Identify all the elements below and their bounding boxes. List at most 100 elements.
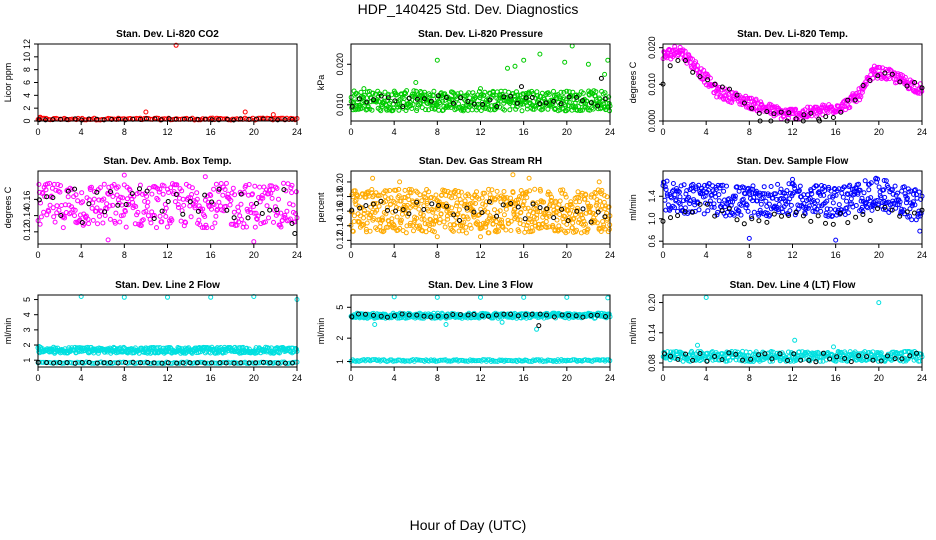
- data-point: [510, 172, 516, 178]
- data-point: [532, 186, 538, 192]
- data-point: [833, 192, 839, 198]
- data-point: [712, 213, 718, 219]
- data-point: [423, 107, 428, 113]
- data-point: [591, 194, 597, 200]
- data-point: [908, 188, 914, 194]
- data-point: [368, 204, 374, 210]
- data-point: [805, 205, 811, 211]
- data-point: [157, 186, 163, 192]
- data-point: [424, 200, 430, 206]
- data-point: [877, 65, 883, 70]
- y-tick-label: 0.16: [22, 191, 32, 209]
- data-point: [824, 206, 830, 212]
- data-point: [379, 215, 385, 221]
- data-point: [590, 106, 596, 112]
- data-point: [587, 210, 593, 215]
- data-point: [383, 198, 389, 204]
- data-point: [574, 208, 580, 214]
- data-point: [398, 220, 404, 226]
- data-point: [562, 59, 568, 65]
- data-point: [775, 181, 781, 187]
- data-point: [858, 94, 864, 100]
- data-point: [96, 197, 102, 203]
- x-tick-label: 8: [122, 373, 127, 383]
- data-point: [479, 210, 485, 216]
- data-point: [202, 214, 208, 219]
- data-point: [502, 107, 507, 113]
- data-point: [241, 221, 247, 227]
- data-point: [159, 208, 165, 214]
- data-point: [817, 190, 823, 196]
- x-tick-label: 20: [874, 127, 884, 137]
- data-point: [457, 218, 462, 223]
- data-point: [196, 217, 202, 223]
- data-point: [715, 209, 721, 215]
- data-point: [440, 98, 446, 104]
- data-point: [482, 89, 488, 95]
- data-point: [285, 181, 291, 187]
- data-point: [454, 200, 460, 206]
- x-tick-label: 20: [874, 373, 884, 383]
- data-point: [79, 220, 85, 225]
- data-point: [512, 207, 518, 212]
- data-point: [505, 65, 510, 71]
- data-point: [831, 344, 836, 350]
- data-point: [762, 191, 768, 197]
- data-point: [484, 199, 489, 205]
- figure-x-label: Hour of Day (UTC): [409, 517, 527, 533]
- data-point: [606, 204, 612, 210]
- data-point: [889, 207, 895, 213]
- data-point: [746, 235, 752, 241]
- data-point: [868, 180, 874, 186]
- panel-ylabel: ml/min: [316, 318, 326, 345]
- data-point: [862, 178, 868, 184]
- x-tick-label: 12: [787, 127, 797, 137]
- data-point: [413, 80, 419, 85]
- x-tick-label: 4: [704, 250, 709, 260]
- data-point: [392, 200, 398, 206]
- data-point: [487, 97, 493, 103]
- x-tick-label: 8: [435, 250, 440, 260]
- data-point: [429, 201, 435, 207]
- data-point: [289, 221, 295, 226]
- data-point: [897, 79, 903, 85]
- data-point: [133, 204, 139, 209]
- data-point: [818, 192, 823, 198]
- data-point: [421, 207, 427, 212]
- data-point: [75, 198, 81, 204]
- x-tick-label: 0: [35, 373, 40, 383]
- data-point: [575, 189, 581, 195]
- data-point: [711, 204, 717, 210]
- data-point: [486, 199, 492, 205]
- x-tick-label: 20: [874, 250, 884, 260]
- data-point: [518, 209, 524, 215]
- data-point: [461, 219, 467, 225]
- data-point: [385, 196, 391, 202]
- data-point: [371, 97, 376, 103]
- data-point: [606, 101, 612, 106]
- data-point: [839, 190, 845, 196]
- data-point: [361, 92, 367, 98]
- data-point: [558, 101, 564, 107]
- x-tick-label: 8: [747, 373, 752, 383]
- data-point: [251, 239, 257, 245]
- data-point: [598, 75, 604, 81]
- panel-title: Stan. Dev. Sample Flow: [737, 156, 849, 167]
- data-point: [507, 107, 513, 113]
- data-point: [558, 89, 564, 95]
- data-point: [594, 220, 600, 226]
- data-point: [370, 175, 376, 181]
- data-point: [605, 57, 611, 63]
- data-point: [134, 212, 140, 218]
- data-point: [80, 199, 86, 205]
- panel-points: [660, 175, 925, 243]
- panel-3: Stan. Dev. Li-820 Temp.degrees C0 4 8 12 16 2…: [628, 29, 927, 137]
- data-point: [122, 209, 128, 214]
- data-point: [860, 212, 866, 217]
- x-tick-label: 20: [562, 127, 572, 137]
- x-tick-label: 12: [787, 250, 797, 260]
- panel-ylabel: degrees C: [628, 61, 638, 103]
- x-tick-label: 4: [392, 127, 397, 137]
- y-tick-label: 1.4: [647, 190, 657, 203]
